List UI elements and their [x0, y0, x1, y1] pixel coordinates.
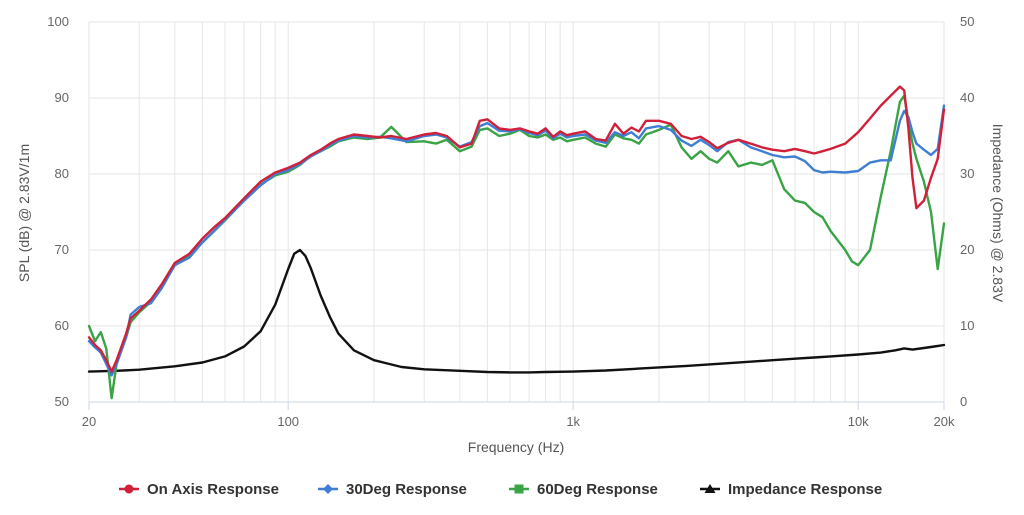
legend-item-on-axis-response[interactable]: On Axis Response [119, 481, 279, 498]
left-y-axis-title: SPL (dB) @ 2.83V/1m [16, 144, 32, 282]
legend-item-30deg-response[interactable]: 30Deg Response [318, 481, 467, 498]
series-line-30deg-response [87, 104, 946, 377]
legend-marker-circle-icon [124, 484, 134, 494]
right-y-tick-label: 20 [960, 242, 974, 257]
axes: 20 100 1k 10k 20k 50 60 70 80 90 100 0 10 20 30 40 50 [47, 14, 974, 429]
series-line-on-axis-response [87, 85, 946, 373]
legend-item-impedance-response[interactable]: Impedance Response [700, 481, 882, 498]
left-y-tick-label: 50 [55, 394, 69, 409]
legend-marker-diamond-icon [323, 484, 333, 494]
right-y-tick-label: 0 [960, 394, 967, 409]
x-axis-title: Frequency (Hz) [468, 439, 564, 455]
legend-label: 60Deg Response [537, 481, 658, 498]
x-tick-label: 20k [934, 414, 955, 429]
legend: On Axis Response 30Deg Response 60Deg Resp… [119, 481, 882, 498]
right-y-tick-label: 30 [960, 166, 974, 181]
legend-label: 30Deg Response [346, 481, 467, 498]
right-y-axis-title: Impedance (Ohms) @ 2.83V [990, 124, 1006, 303]
left-y-tick-label: 80 [55, 166, 69, 181]
right-y-tick-label: 40 [960, 90, 974, 105]
x-tick-label: 20 [82, 414, 96, 429]
legend-label: Impedance Response [728, 481, 882, 498]
right-y-tick-label: 10 [960, 318, 974, 333]
left-y-tick-label: 70 [55, 242, 69, 257]
legend-item-60deg-response[interactable]: 60Deg Response [509, 481, 658, 498]
series-lines [87, 85, 946, 400]
series-line-60deg-response [87, 94, 946, 400]
legend-label: On Axis Response [147, 481, 279, 498]
x-tick-label: 100 [277, 414, 299, 429]
series-line-impedance-response [87, 248, 946, 374]
legend-marker-square-icon [514, 484, 524, 494]
x-tick-label: 1k [566, 414, 580, 429]
legend-marker-triangle-icon [704, 484, 716, 493]
x-tick-label: 10k [848, 414, 869, 429]
left-y-tick-label: 100 [47, 14, 69, 29]
left-y-tick-label: 90 [55, 90, 69, 105]
right-y-tick-label: 50 [960, 14, 974, 29]
left-y-tick-label: 60 [55, 318, 69, 333]
